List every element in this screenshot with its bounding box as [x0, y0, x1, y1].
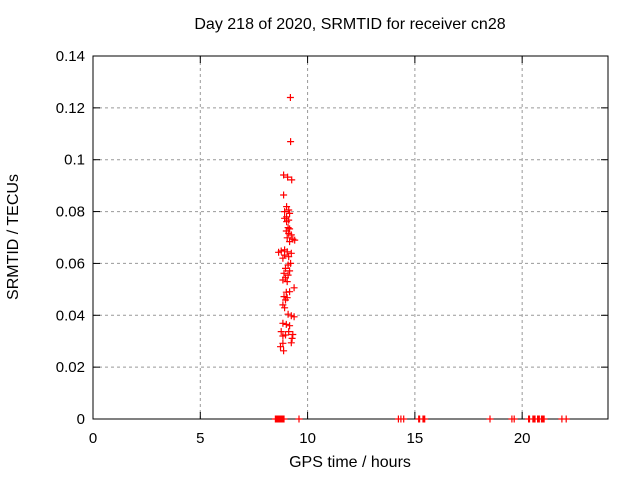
x-tick-label: 5: [196, 430, 204, 447]
chart-title: Day 218 of 2020, SRMTID for receiver cn2…: [194, 16, 506, 33]
data-point-markers: [271, 94, 570, 423]
x-tick-label: 15: [407, 430, 424, 447]
y-tick-label: 0.02: [56, 359, 85, 376]
x-tick-labels: 0 5 10 15 20: [89, 430, 531, 447]
plot-border: [92, 55, 609, 420]
y-tick-label: 0.12: [56, 100, 85, 117]
y-tick-label: 0.14: [56, 48, 85, 65]
y-tick-label: 0: [77, 411, 85, 428]
y-tick-label: 0.08: [56, 204, 85, 221]
grid-lines: [93, 56, 608, 419]
x-tick-label: 0: [89, 430, 97, 447]
data-points: [271, 94, 570, 423]
axis-ticks: [92, 55, 608, 420]
y-axis-label: SRMTID / TECUs: [5, 174, 22, 300]
x-axis-label: GPS time / hours: [289, 454, 411, 471]
y-tick-label: 0.06: [56, 255, 85, 272]
x-tick-label: 20: [514, 430, 531, 447]
x-tick-label: 10: [299, 430, 316, 447]
y-tick-labels: 0 0.02 0.04 0.06 0.08 0.1 0.12 0.14: [56, 48, 85, 428]
y-tick-label: 0.04: [56, 307, 85, 324]
y-tick-label: 0.1: [64, 152, 85, 169]
